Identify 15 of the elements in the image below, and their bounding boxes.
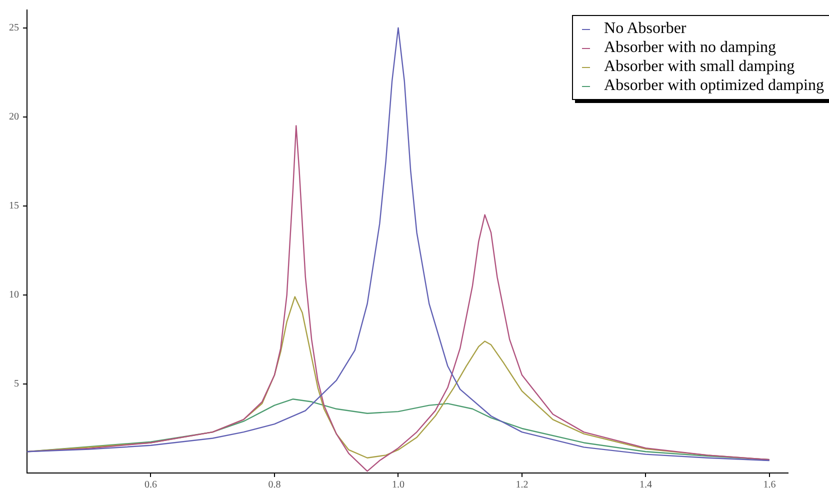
y-tick-label: 5	[14, 378, 19, 390]
x-tick-label: 1.0	[392, 480, 404, 491]
y-tick-label: 10	[9, 290, 19, 301]
x-tick-label: 0.6	[144, 480, 157, 491]
y-tick-label: 20	[9, 111, 19, 122]
y-tick-label: 25	[9, 22, 19, 34]
legend-label: Absorber with small damping	[604, 58, 795, 75]
y-tick-label: 15	[9, 200, 19, 212]
x-tick-label: 1.4	[639, 480, 652, 491]
legend-label: Absorber with no damping	[604, 39, 776, 56]
x-tick-label: 0.8	[268, 480, 281, 491]
x-tick-label: 1.6	[763, 480, 776, 491]
x-tick-label: 1.2	[516, 480, 528, 491]
legend-label: Absorber with optimized damping	[604, 77, 824, 94]
legend-label: No Absorber	[604, 20, 686, 37]
